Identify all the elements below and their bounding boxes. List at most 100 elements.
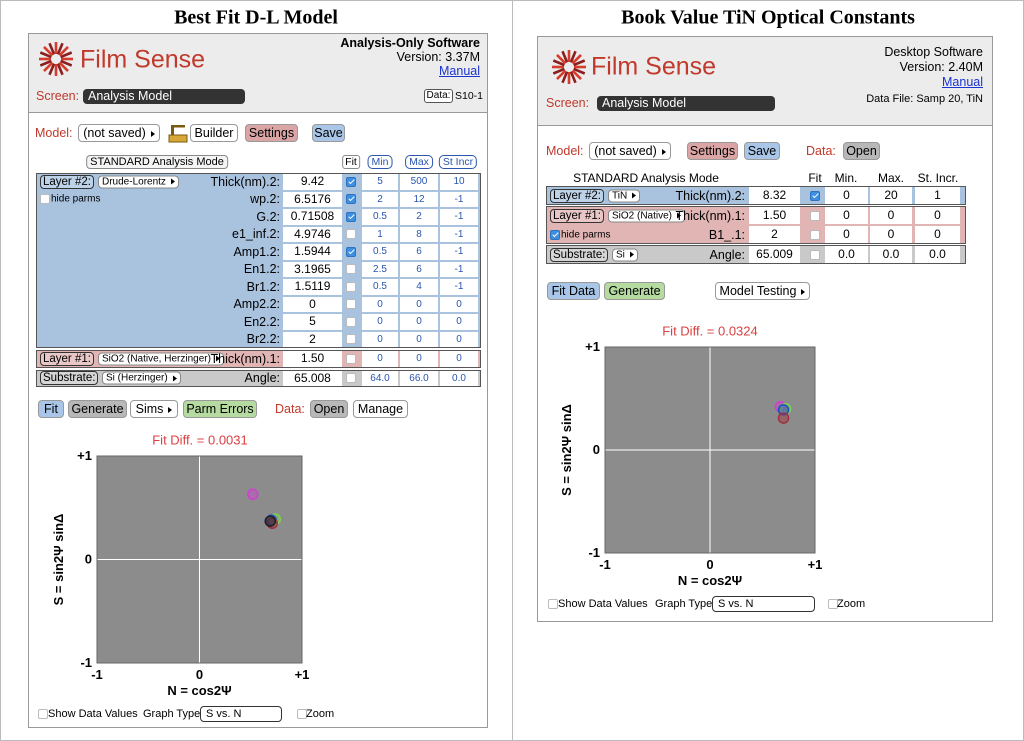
param-limit[interactable]: 2.5 — [362, 261, 398, 277]
param-limit[interactable]: 0.5 — [362, 209, 398, 225]
model-select[interactable]: (not saved) — [78, 124, 160, 142]
param-limit[interactable]: -1 — [440, 261, 478, 277]
param-limit[interactable]: 0 — [870, 226, 912, 243]
generate-button[interactable]: Generate — [604, 282, 665, 300]
param-value[interactable]: 65.008 — [283, 370, 342, 386]
layer-material[interactable]: Si (Herzinger) — [102, 371, 181, 385]
param-limit[interactable]: -1 — [440, 279, 478, 295]
param-limit[interactable]: 0 — [362, 331, 398, 347]
param-value[interactable]: 8.32 — [749, 187, 800, 204]
model-testing-button[interactable]: Model Testing — [715, 282, 810, 300]
fit-checkbox[interactable] — [346, 299, 356, 310]
save-button[interactable]: Save — [312, 124, 345, 142]
param-value[interactable]: 2 — [749, 226, 800, 243]
param-limit[interactable]: 0 — [400, 296, 438, 312]
generate-button[interactable]: Generate — [68, 400, 127, 418]
fit-checkbox[interactable] — [346, 194, 356, 205]
fit-checkbox[interactable] — [346, 176, 356, 187]
fit-checkbox[interactable] — [346, 246, 356, 257]
param-value[interactable]: 5 — [283, 314, 342, 330]
hide-parms-checkbox[interactable] — [550, 229, 560, 240]
param-limit[interactable]: 0 — [825, 187, 868, 204]
param-value[interactable]: 4.9746 — [283, 226, 342, 242]
param-limit[interactable]: 0 — [400, 331, 438, 347]
param-limit[interactable]: 0.5 — [362, 279, 398, 295]
param-limit[interactable]: 2 — [362, 191, 398, 207]
fit-checkbox[interactable] — [810, 190, 820, 201]
param-limit[interactable]: 4 — [400, 279, 438, 295]
param-value[interactable]: 6.5176 — [283, 191, 342, 207]
param-limit[interactable]: 20 — [870, 187, 912, 204]
param-limit[interactable]: 0 — [825, 207, 868, 224]
fit-button[interactable]: Fit — [38, 400, 64, 418]
param-limit[interactable]: -1 — [440, 244, 478, 260]
screen-select[interactable]: Analysis Model — [83, 89, 245, 104]
param-limit[interactable]: 0 — [362, 314, 398, 330]
param-value[interactable]: 1.50 — [749, 207, 800, 224]
fit-data-button[interactable]: Fit Data — [547, 282, 600, 300]
param-limit[interactable]: 0.0 — [915, 246, 960, 263]
param-value[interactable]: 3.1965 — [283, 261, 342, 277]
fit-checkbox[interactable] — [346, 281, 356, 292]
param-limit[interactable]: 1 — [915, 187, 960, 204]
param-limit[interactable]: 66.0 — [400, 370, 438, 386]
open-button[interactable]: Open — [843, 142, 880, 160]
layer-label[interactable]: Substrate: — [550, 247, 609, 262]
layer-label[interactable]: Layer #2: — [550, 188, 604, 203]
param-limit[interactable]: 0 — [400, 351, 438, 367]
param-limit[interactable]: 0.5 — [362, 244, 398, 260]
builder-button[interactable]: Builder — [190, 124, 238, 142]
layer-material[interactable]: TiN — [608, 189, 641, 202]
model-select[interactable]: (not saved) — [589, 142, 671, 160]
layer-material[interactable]: Drude-Lorentz — [98, 175, 179, 189]
param-value[interactable]: 0.71508 — [283, 209, 342, 225]
layer-material[interactable]: SiO2 (Native, Herzinger) — [98, 352, 224, 366]
layer-material[interactable]: SiO2 (Native) — [608, 209, 686, 222]
param-limit[interactable]: 12 — [400, 191, 438, 207]
fit-checkbox[interactable] — [810, 249, 820, 260]
settings-button[interactable]: Settings — [687, 142, 738, 160]
param-value[interactable]: 65.009 — [749, 246, 800, 263]
fit-checkbox[interactable] — [810, 210, 820, 221]
param-limit[interactable]: 1 — [362, 226, 398, 242]
sims-button[interactable]: Sims — [130, 400, 178, 418]
zoom-checkbox[interactable] — [297, 709, 307, 719]
graph-type-select[interactable]: S vs. N — [712, 596, 815, 612]
layer-label[interactable]: Layer #1: — [40, 351, 94, 366]
param-limit[interactable]: 0.0 — [440, 370, 478, 386]
layer-label[interactable]: Substrate: — [40, 371, 99, 386]
data-button[interactable]: Data: — [424, 89, 453, 103]
param-limit[interactable]: -1 — [440, 209, 478, 225]
param-limit[interactable]: 8 — [400, 226, 438, 242]
param-limit[interactable]: 0 — [915, 207, 960, 224]
layer-label[interactable]: Layer #1: — [550, 208, 604, 223]
param-limit[interactable]: 0.0 — [825, 246, 868, 263]
show-values-checkbox[interactable] — [548, 599, 558, 609]
param-limit[interactable]: -1 — [440, 191, 478, 207]
param-limit[interactable]: 10 — [440, 174, 478, 190]
parm-errors-button[interactable]: Parm Errors — [183, 400, 257, 418]
param-value[interactable]: 9.42 — [283, 174, 342, 190]
fit-checkbox[interactable] — [346, 353, 356, 364]
fit-checkbox[interactable] — [346, 264, 356, 275]
manual-link[interactable]: Manual — [439, 64, 480, 78]
layer-material[interactable]: Si — [612, 248, 638, 261]
param-limit[interactable]: 0 — [440, 314, 478, 330]
param-limit[interactable]: 0 — [440, 296, 478, 312]
param-limit[interactable]: 2 — [400, 209, 438, 225]
param-limit[interactable]: 0 — [870, 207, 912, 224]
param-value[interactable]: 2 — [283, 331, 342, 347]
param-value[interactable]: 1.50 — [283, 351, 342, 367]
settings-button[interactable]: Settings — [245, 124, 298, 142]
fit-checkbox[interactable] — [346, 229, 356, 240]
param-limit[interactable]: 0.0 — [870, 246, 912, 263]
param-limit[interactable]: 0 — [400, 314, 438, 330]
show-values-checkbox[interactable] — [38, 709, 48, 719]
graph-type-select[interactable]: S vs. N — [200, 706, 282, 722]
param-limit[interactable]: 0 — [440, 351, 478, 367]
param-value[interactable]: 0 — [283, 296, 342, 312]
layer-label[interactable]: Layer #2: — [40, 174, 94, 189]
param-limit[interactable]: 64.0 — [362, 370, 398, 386]
param-limit[interactable]: 5 — [362, 174, 398, 190]
fit-checkbox[interactable] — [346, 211, 356, 222]
